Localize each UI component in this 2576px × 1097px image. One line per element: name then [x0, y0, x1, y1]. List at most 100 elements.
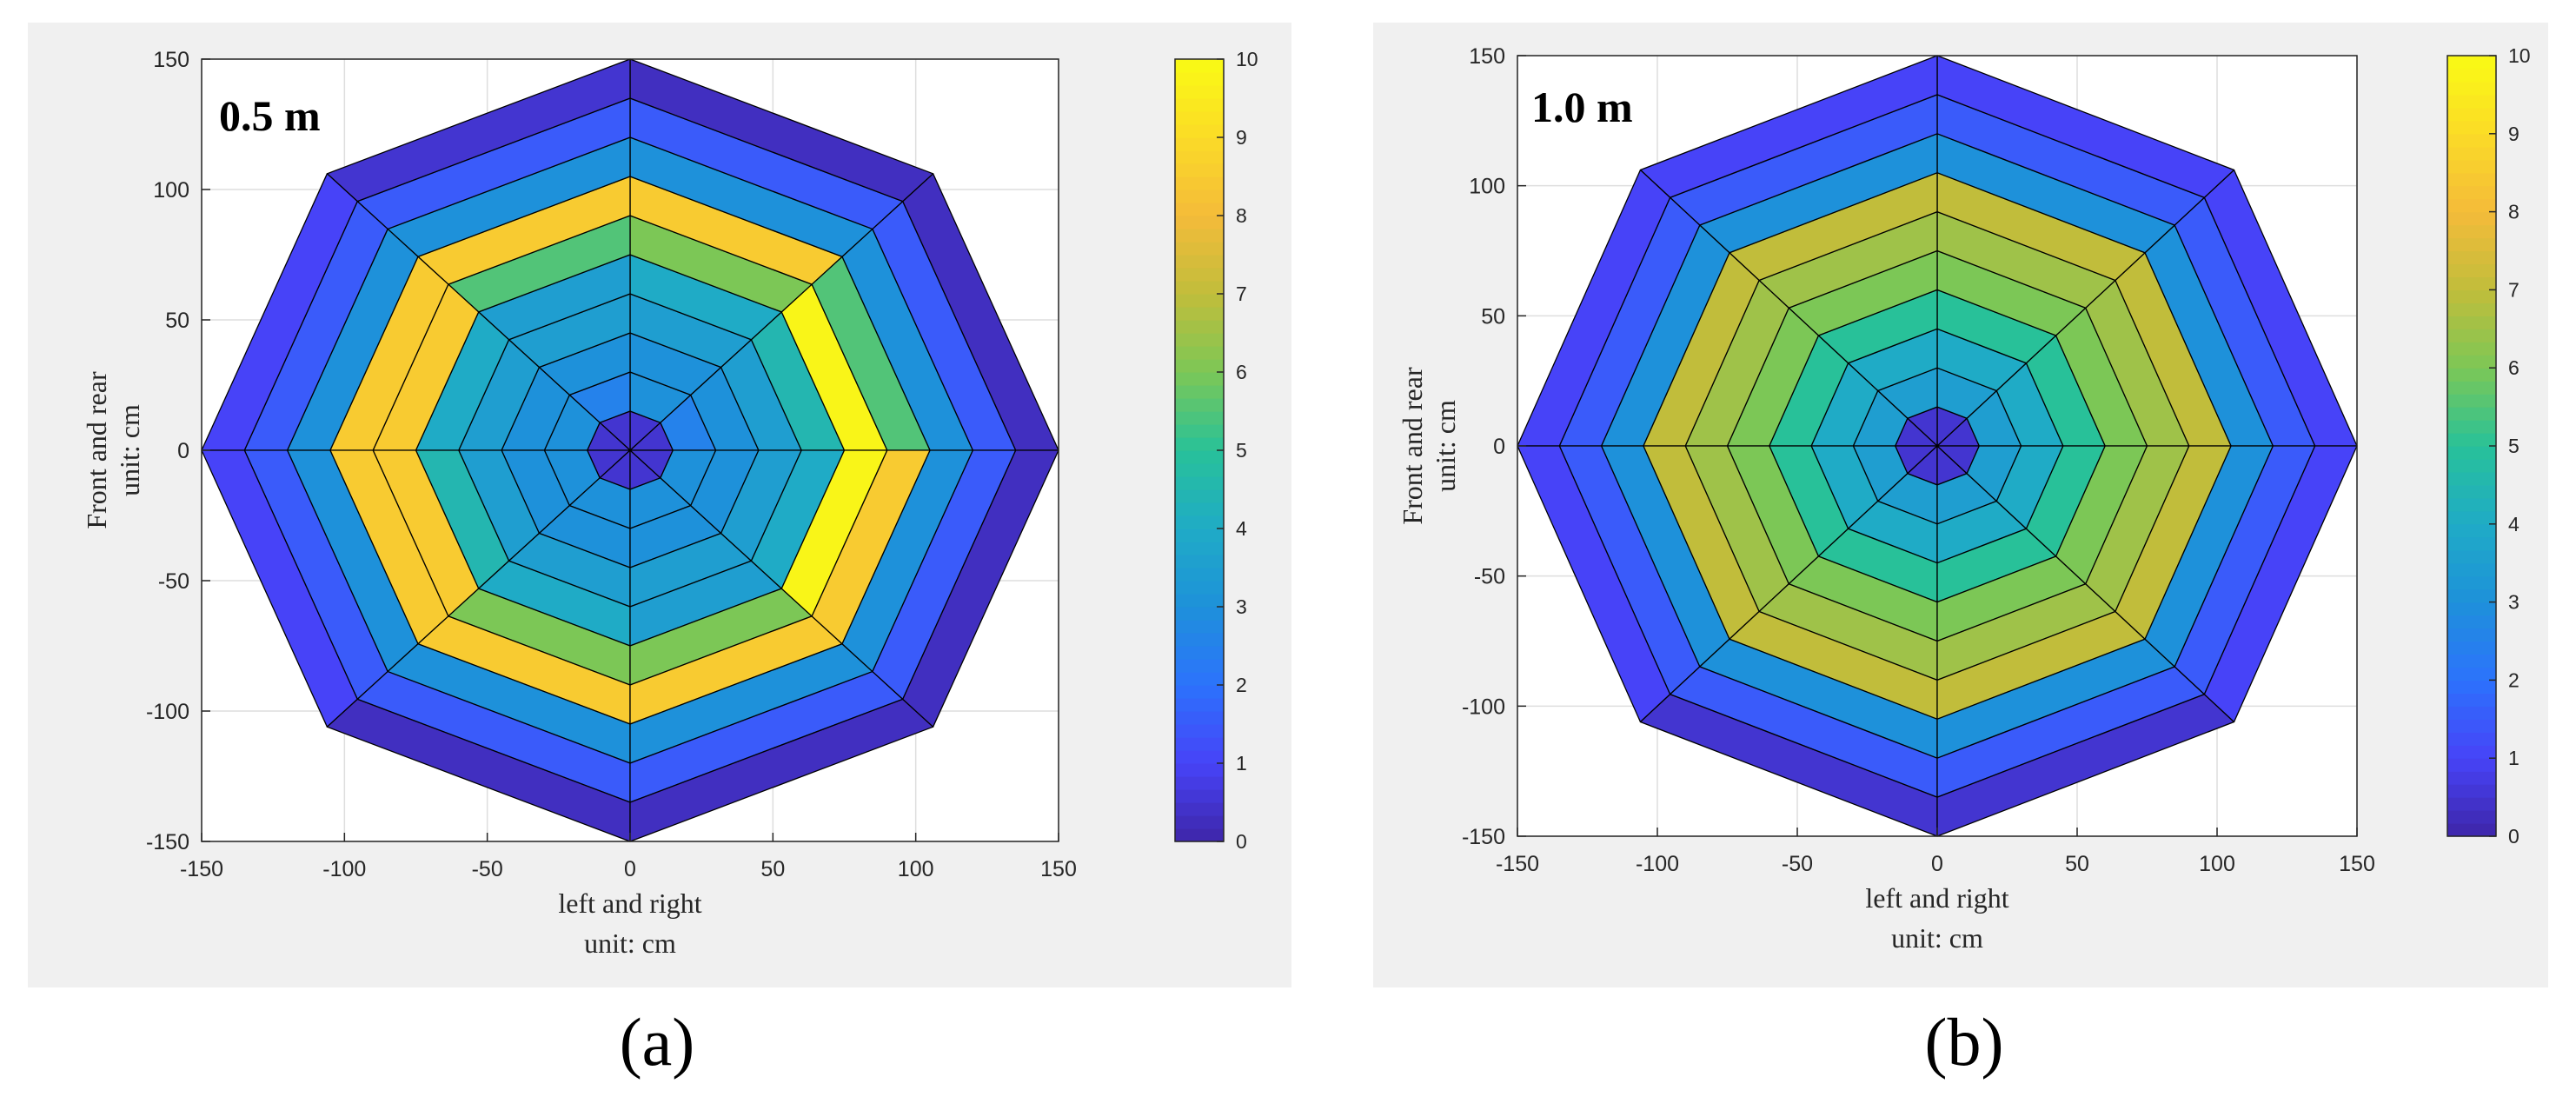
colorbar-tick-label: 0: [1236, 830, 1247, 853]
colorbar-segment: [2447, 510, 2496, 525]
colorbar-segment: [1175, 633, 1224, 647]
colorbar-segment: [1175, 150, 1224, 164]
y-tick-label: -100: [146, 700, 189, 724]
colorbar-segment: [2447, 458, 2496, 473]
colorbar-segment: [1175, 724, 1224, 738]
colorbar-segment: [2447, 667, 2496, 681]
colorbar-segment: [2447, 394, 2496, 408]
colorbar-segment: [1175, 72, 1224, 86]
colorbar-segment: [1175, 450, 1224, 464]
colorbar-segment: [1175, 685, 1224, 699]
colorbar-segment: [2447, 263, 2496, 278]
colorbar-segment: [1175, 802, 1224, 816]
x-tick-label: -150: [1496, 852, 1539, 876]
colorbar-segment: [1175, 542, 1224, 555]
colorbar-segment: [1175, 111, 1224, 125]
y-tick-label: 100: [1469, 175, 1505, 199]
colorbar-segment: [2447, 211, 2496, 226]
colorbar-tick-label: 8: [1236, 204, 1247, 227]
x-axis-label: left and right: [558, 888, 701, 919]
colorbar-segment: [1175, 333, 1224, 347]
colorbar-tick-label: 7: [2508, 278, 2520, 301]
colorbar-segment: [2447, 810, 2496, 824]
colorbar-segment: [2447, 94, 2496, 109]
colorbar-segment: [1175, 411, 1224, 425]
colorbar-segment: [1175, 763, 1224, 777]
colorbar-segment: [2447, 107, 2496, 122]
colorbar-segment: [2447, 172, 2496, 187]
colorbar-segment: [1175, 607, 1224, 621]
x-tick-label: 50: [2065, 852, 2089, 876]
colorbar-segment: [2447, 289, 2496, 303]
colorbar-segment: [1175, 255, 1224, 269]
colorbar-segment: [1175, 776, 1224, 790]
colorbar-segment: [1175, 502, 1224, 516]
colorbar-segment: [1175, 815, 1224, 829]
colorbar-segment: [1175, 568, 1224, 582]
y-tick-label: 0: [1493, 435, 1505, 459]
colorbar-segment: [1175, 85, 1224, 99]
colorbar-segment: [1175, 620, 1224, 634]
colorbar-segment: [2447, 706, 2496, 720]
colorbar-segment: [2447, 745, 2496, 759]
colorbar-tick-label: 1: [1236, 752, 1247, 775]
y-tick-label: 100: [153, 178, 189, 203]
heat-cell: [2203, 445, 2358, 723]
colorbar-segment: [1175, 163, 1224, 177]
colorbar-segment: [2447, 654, 2496, 668]
colorbar-segment: [2447, 185, 2496, 200]
chart-a: -150 -100 -50 0 50 100 150150100500-50-100-150…: [81, 48, 1258, 959]
y-tick-label: -50: [1474, 565, 1505, 589]
colorbar-segment: [1175, 711, 1224, 725]
colorbar-segment: [1175, 385, 1224, 399]
colorbar-segment: [1175, 737, 1224, 751]
colorbar-tick-label: 0: [2508, 825, 2520, 848]
colorbar-segment: [2447, 316, 2496, 329]
colorbar-segment: [2447, 420, 2496, 434]
colorbar-segment: [2447, 758, 2496, 772]
x-tick-label: 100: [898, 857, 934, 881]
y-tick-label: 50: [1481, 304, 1505, 329]
colorbar-segment: [2447, 237, 2496, 252]
colorbar-segment: [2447, 628, 2496, 642]
colorbar-tick-label: 5: [2508, 435, 2520, 457]
y-tick-label: 150: [153, 48, 189, 72]
colorbar-segment: [1175, 281, 1224, 295]
colorbar-segment: [2447, 381, 2496, 395]
x-axis-label: left and right: [1865, 882, 2008, 914]
colorbar-segment: [2447, 68, 2496, 83]
y-tick-label: -150: [146, 830, 189, 854]
colorbar-segment: [1175, 828, 1224, 842]
colorbar-segment: [1175, 268, 1224, 282]
colorbar-segment: [2447, 575, 2496, 590]
colorbar-segment: [1175, 646, 1224, 660]
colorbar-segment: [2447, 81, 2496, 96]
colorbar-segment: [1175, 242, 1224, 256]
y-tick-label: 50: [165, 309, 189, 333]
colorbar-segment: [2447, 602, 2496, 616]
colorbar-segment: [1175, 346, 1224, 360]
colorbar-segment: [2447, 471, 2496, 486]
x-tick-label: -50: [1782, 852, 1813, 876]
colorbar-segment: [1175, 698, 1224, 712]
colorbar-segment: [2447, 680, 2496, 694]
colorbar-segment: [1175, 398, 1224, 412]
colorbar-segment: [1175, 672, 1224, 686]
colorbar-segment: [2447, 784, 2496, 798]
panel-caption-a: (a): [619, 1004, 695, 1080]
y-axis-unit-label: unit: cm: [114, 404, 145, 496]
y-tick-label: -100: [1462, 695, 1505, 719]
colorbar-segment: [1175, 203, 1224, 216]
colorbar-tick-label: 2: [2508, 668, 2520, 691]
x-tick-label: -150: [180, 857, 223, 881]
colorbar-segment: [2447, 407, 2496, 421]
colorbar-segment: [2447, 342, 2496, 356]
colorbar-segment: [2447, 588, 2496, 603]
colorbar-tick-label: 10: [2508, 44, 2531, 67]
panel-caption-b: (b): [1924, 1004, 2004, 1080]
distance-annotation: 1.0 m: [1531, 83, 1633, 131]
colorbar-segment: [1175, 437, 1224, 451]
x-tick-label: 0: [1931, 852, 1943, 876]
colorbar-segment: [2447, 198, 2496, 213]
